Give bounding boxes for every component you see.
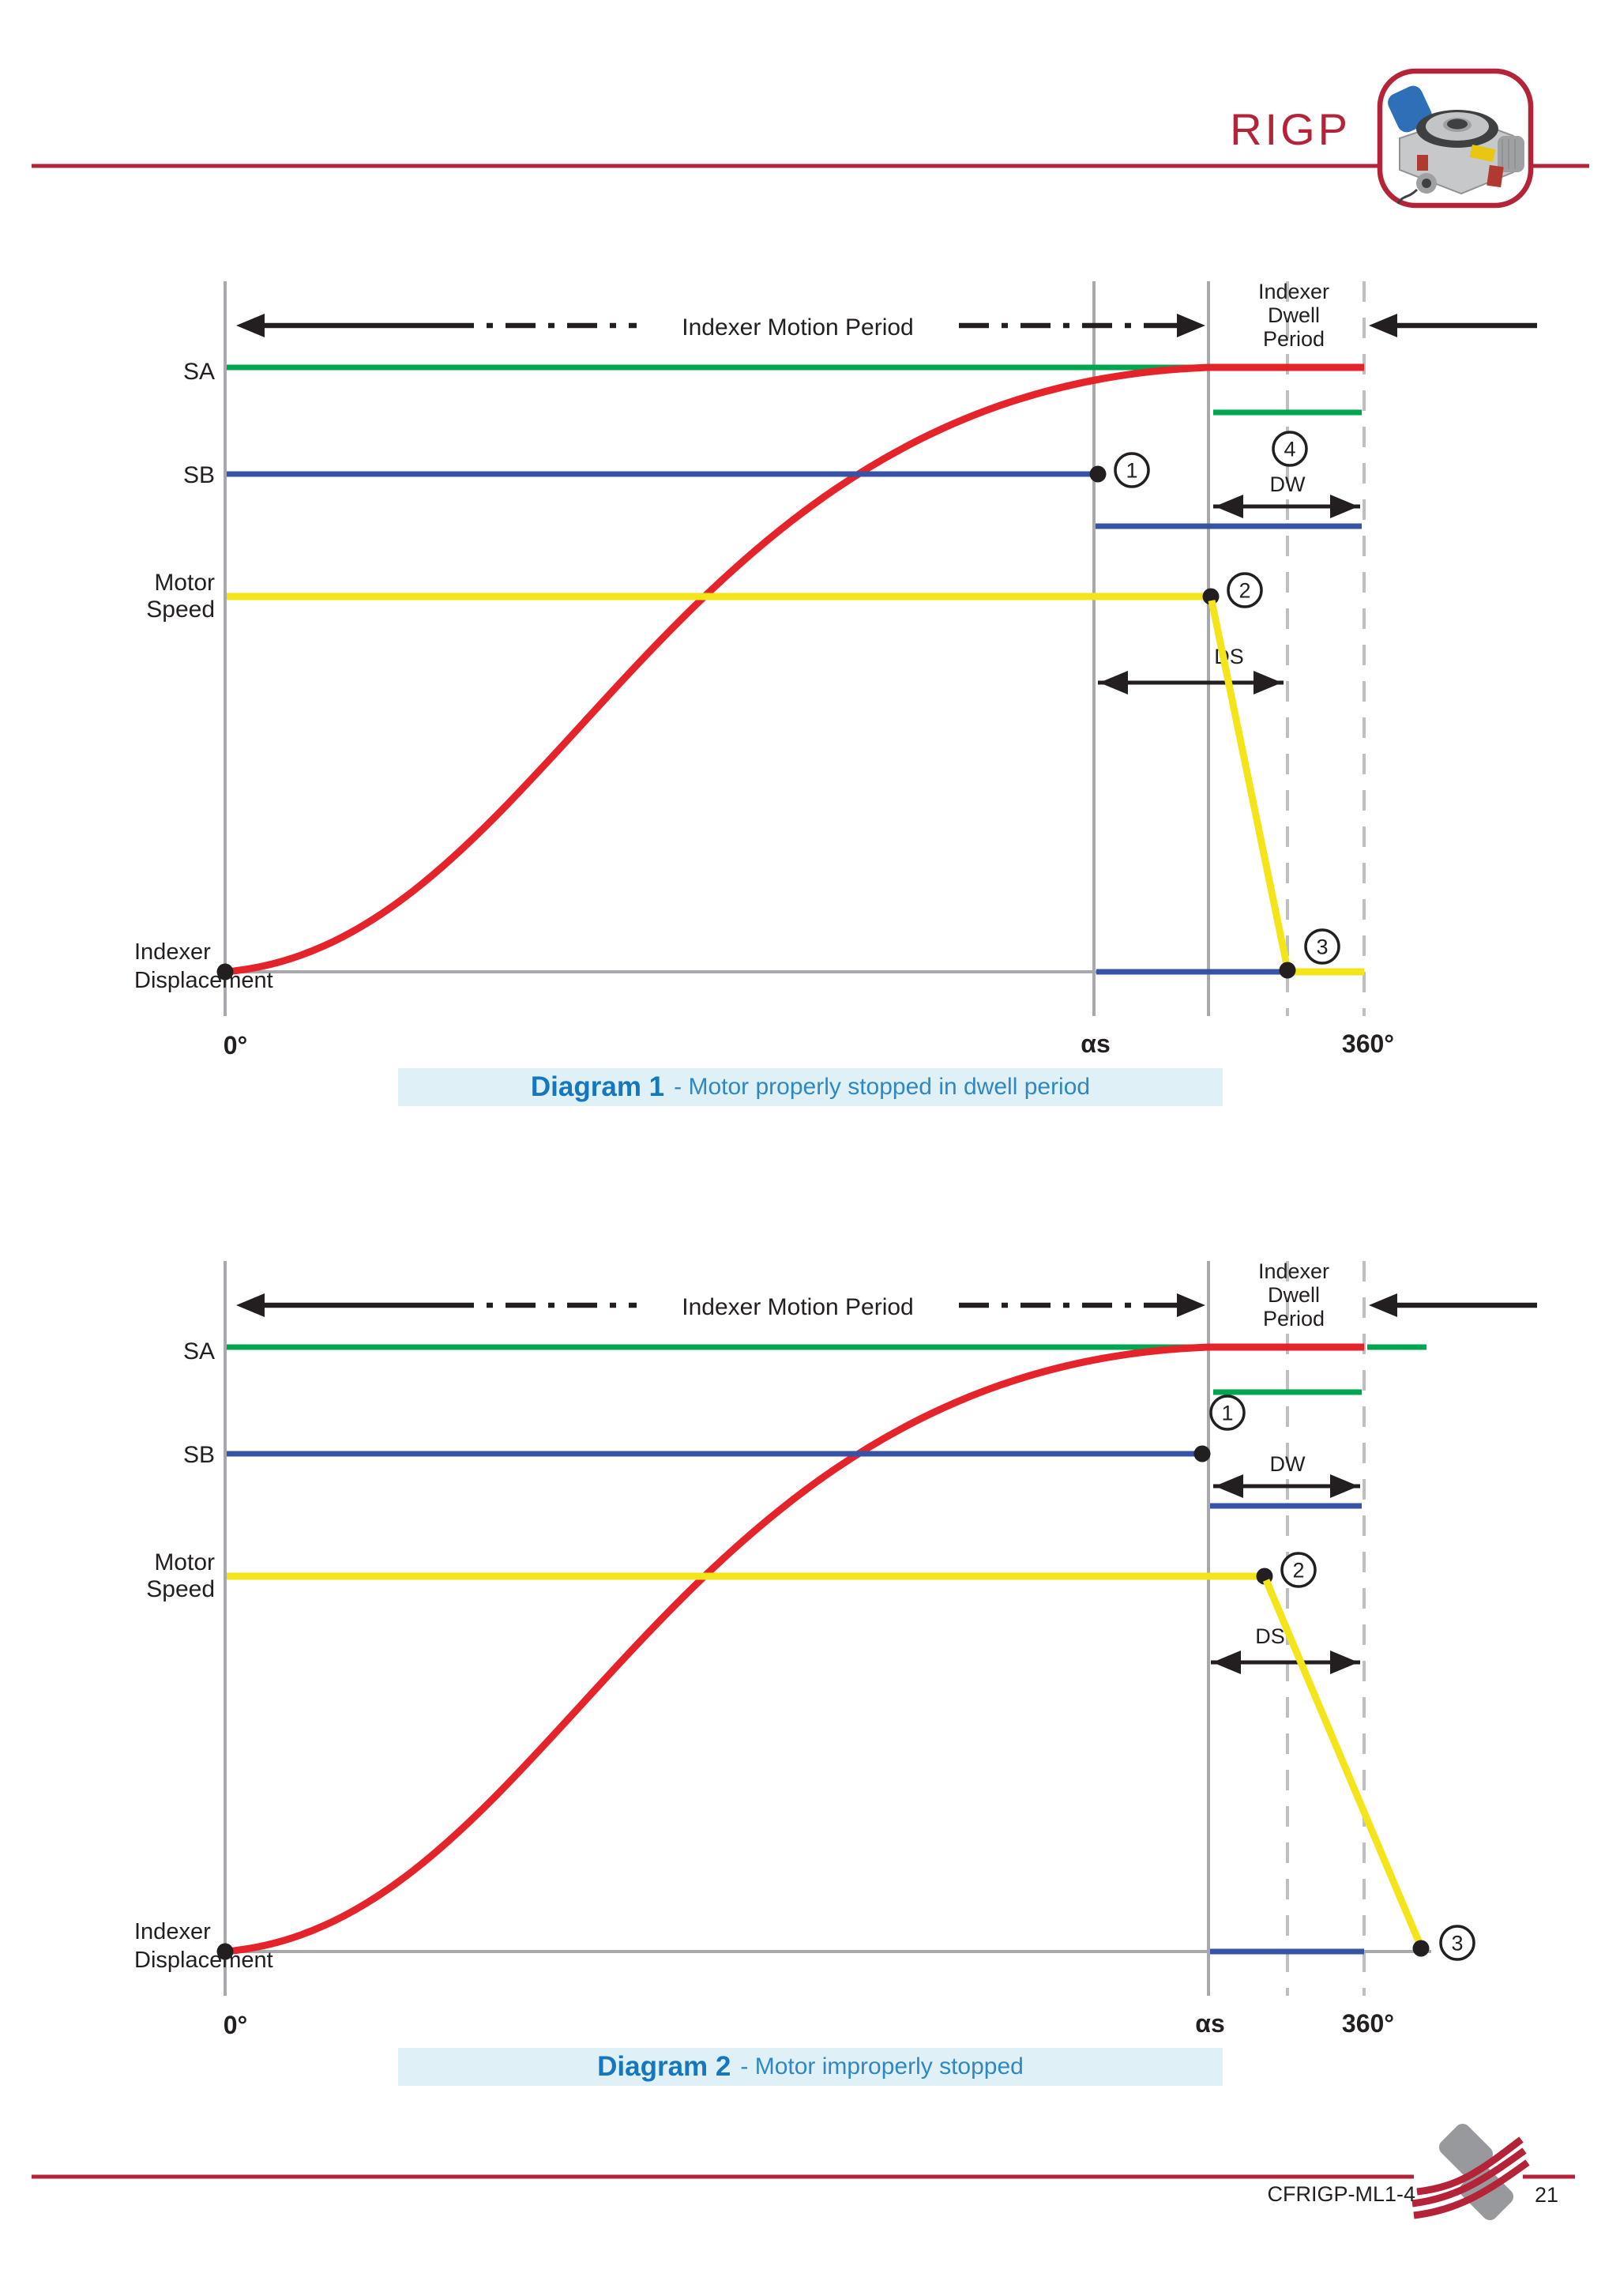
origin-point xyxy=(216,1943,234,1960)
brand-title: RIGP xyxy=(1230,104,1351,154)
point-3 xyxy=(1279,962,1296,979)
logo-gray-upper xyxy=(1438,2123,1494,2178)
motor-speed-label: Motor xyxy=(154,1549,215,1575)
callout-1: 1 xyxy=(1114,452,1150,488)
svg-text:Speed: Speed xyxy=(146,1576,215,1602)
tick-0: 0° xyxy=(224,2011,248,2039)
displacement-curve xyxy=(224,1343,1364,1955)
tick-0: 0° xyxy=(224,1031,248,1060)
diagram-1-caption-title: Diagram 1 xyxy=(530,1071,665,1102)
motion-period-label: Indexer Motion Period xyxy=(682,314,914,341)
motion-arrowhead-right xyxy=(1177,314,1205,337)
svg-text:Period: Period xyxy=(1263,1307,1325,1331)
footer-page-number: 21 xyxy=(1534,2183,1559,2207)
svg-text:3: 3 xyxy=(1316,935,1328,959)
diagram-2-caption-title: Diagram 2 xyxy=(597,2051,731,2082)
dwell-period-label: Indexer xyxy=(1258,1259,1329,1283)
point-3 xyxy=(1412,1940,1430,1957)
dw-label: DW xyxy=(1270,472,1306,496)
svg-text:Dwell: Dwell xyxy=(1268,303,1320,327)
ds-label: DS xyxy=(1255,1624,1285,1648)
svg-text:4: 4 xyxy=(1284,438,1295,461)
displacement-label: Indexer xyxy=(134,939,211,965)
motion-period-label: Indexer Motion Period xyxy=(682,1294,914,1320)
callout-1: 1 xyxy=(1209,1395,1246,1431)
svg-text:Displacement: Displacement xyxy=(134,968,273,993)
product-warning-label xyxy=(1469,145,1496,162)
motor-speed-label: Motor xyxy=(154,570,215,596)
product-red-label xyxy=(1417,155,1428,171)
svg-text:1: 1 xyxy=(1126,459,1137,483)
callout-2: 2 xyxy=(1280,1552,1317,1588)
diagram-2-caption: Diagram 2 - Motor improperly stopped xyxy=(398,2048,1223,2086)
product-red-label-2 xyxy=(1487,164,1504,188)
svg-text:Period: Period xyxy=(1263,327,1325,351)
svg-text:Displacement: Displacement xyxy=(134,1948,273,1973)
svg-text:Dwell: Dwell xyxy=(1268,1283,1320,1307)
point-1 xyxy=(1089,465,1107,483)
tick-alpha-s: αs xyxy=(1195,2009,1224,2038)
sa-label: SA xyxy=(183,359,215,385)
tick-360: 360° xyxy=(1342,2009,1394,2038)
motor-decel-line xyxy=(1262,1579,1425,1948)
point-1 xyxy=(1193,1445,1211,1462)
logo-swoosh-1 xyxy=(1413,2159,1530,2219)
logo-swoosh-3 xyxy=(1416,2136,1524,2196)
callout-4: 4 xyxy=(1272,431,1308,467)
motion-arrowhead-right xyxy=(1177,1293,1205,1317)
product-cable xyxy=(1396,188,1419,205)
sa-label: SA xyxy=(183,1338,215,1364)
svg-text:Speed: Speed xyxy=(146,597,215,623)
tick-alpha-s: αs xyxy=(1081,1029,1110,1058)
product-disc-hole xyxy=(1447,119,1468,130)
displacement-curve xyxy=(224,363,1364,976)
sb-label: SB xyxy=(183,462,215,488)
diagram-1-caption: Diagram 1 - Motor properly stopped in dw… xyxy=(398,1068,1223,1106)
footer-doc-code: CFRIGP-ML1-4 xyxy=(1267,2182,1415,2206)
diagram-1-caption-text: - Motor properly stopped in dwell period xyxy=(674,1074,1091,1100)
tick-360: 360° xyxy=(1342,1029,1394,1058)
dw-label: DW xyxy=(1270,1452,1306,1476)
svg-text:2: 2 xyxy=(1292,1559,1304,1583)
diagram-2-caption-text: - Motor improperly stopped xyxy=(740,2053,1024,2080)
callout-2: 2 xyxy=(1227,572,1263,608)
svg-text:1: 1 xyxy=(1221,1402,1233,1425)
callout-3: 3 xyxy=(1439,1925,1475,1961)
svg-text:2: 2 xyxy=(1238,579,1250,603)
displacement-label: Indexer xyxy=(134,1919,211,1944)
motor-decel-line xyxy=(1208,600,1291,969)
sb-label: SB xyxy=(183,1442,215,1468)
dwell-period-label: Indexer xyxy=(1258,280,1329,303)
product-right-motor xyxy=(1498,136,1524,172)
svg-text:3: 3 xyxy=(1451,1932,1463,1955)
logo-swoosh-2 xyxy=(1411,2147,1527,2208)
origin-point xyxy=(216,963,234,981)
callout-3: 3 xyxy=(1304,928,1340,965)
